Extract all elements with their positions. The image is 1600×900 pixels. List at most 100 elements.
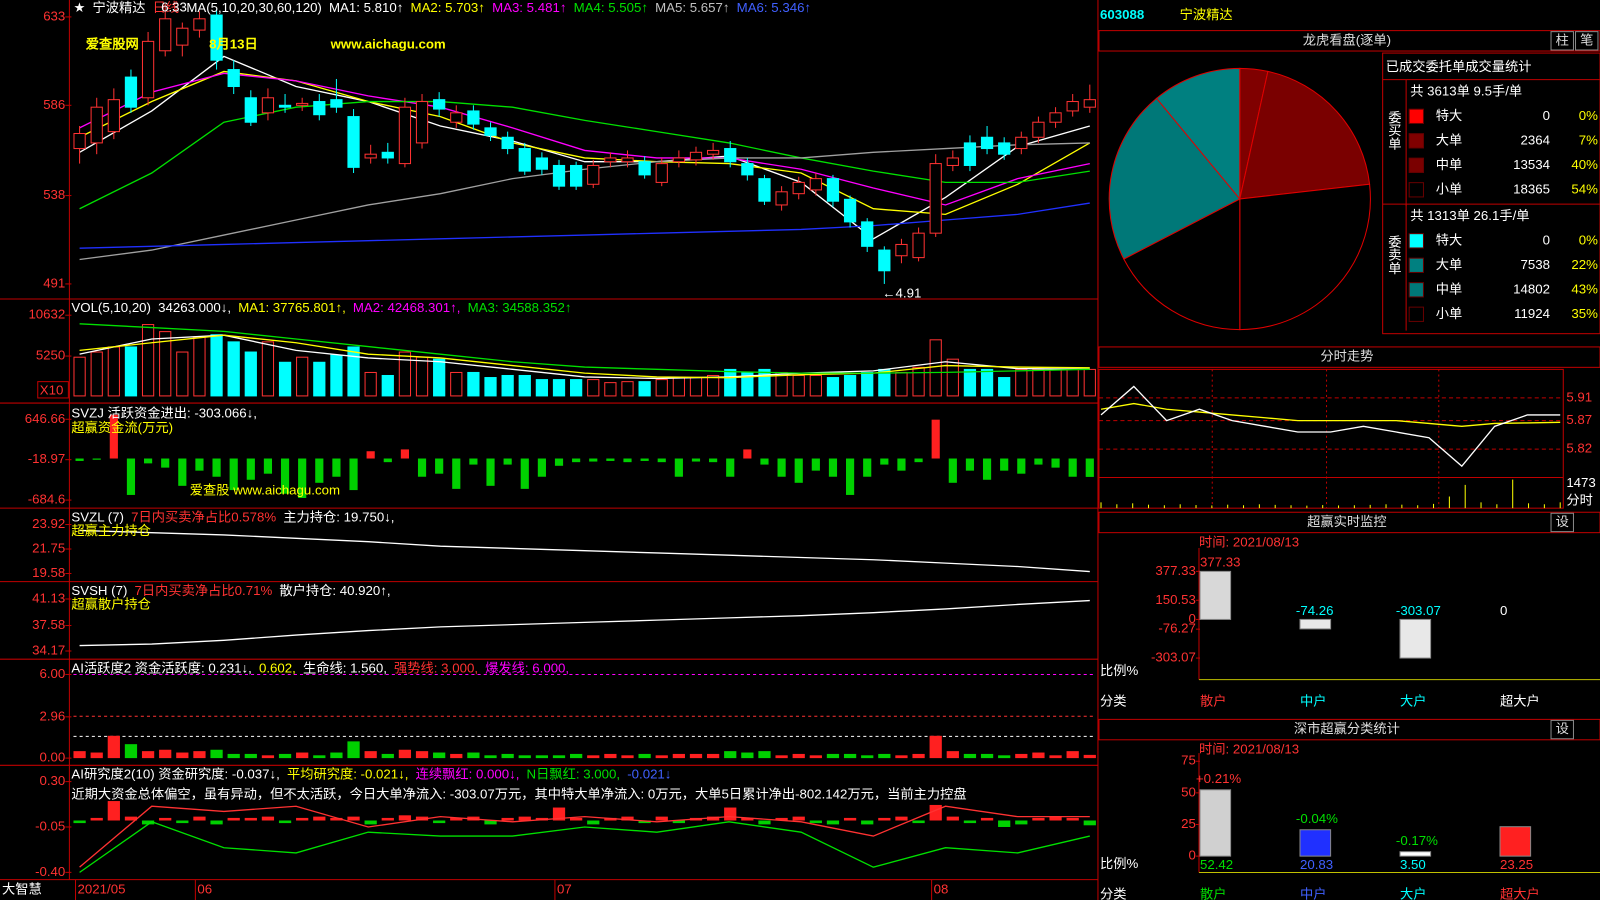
research-bar: [484, 820, 497, 825]
activity-bar: [638, 753, 651, 759]
research-bar: [809, 820, 822, 824]
volume-bar: [621, 381, 634, 397]
activity-bar: [587, 755, 600, 759]
flow-bar: [246, 458, 255, 480]
category-label: 中户: [1300, 885, 1327, 900]
brand: 大智慧: [2, 881, 42, 896]
volume-bar: [724, 368, 737, 397]
candle-body: [980, 136, 994, 150]
activity-bar: [347, 741, 360, 759]
candle-body: [415, 101, 429, 144]
candle-body: [604, 157, 617, 163]
activity-bar: [193, 751, 206, 759]
candle-body: [775, 191, 788, 206]
y-tick-label: 377.33: [1155, 563, 1196, 578]
pie-slice: [1239, 183, 1371, 331]
category-label: 超大户: [1500, 885, 1540, 900]
unit-label: X10: [40, 382, 64, 397]
flow-bar: [417, 458, 427, 477]
button-label[interactable]: 柱: [1556, 32, 1569, 47]
candle-body: [1083, 99, 1096, 108]
y-tick-label: 538: [43, 187, 65, 202]
volume-bar: [227, 341, 240, 397]
research-bar: [587, 820, 600, 825]
activity-bar: [1083, 754, 1096, 759]
button[interactable]: [1575, 31, 1599, 51]
candle-body: [689, 151, 703, 161]
y-tick-label: 37.58: [32, 617, 65, 632]
row-volume: 0: [1543, 108, 1550, 123]
activity-bar: [552, 755, 566, 759]
activity-bar: [706, 753, 720, 759]
high-annotation: 6.33: [161, 0, 187, 14]
candle-body: [381, 151, 394, 159]
flow-bar: [880, 458, 889, 465]
y-tick-label: 41.13: [32, 590, 65, 605]
row-pct: 0%: [1579, 108, 1598, 123]
activity-bar: [912, 753, 925, 759]
volume-bar: [450, 371, 463, 397]
watermark: 爱查股网: [86, 35, 139, 51]
category-bar: [1499, 826, 1532, 857]
activity-bar: [124, 744, 138, 759]
research-bar: [278, 820, 292, 824]
activity-bar: [176, 752, 189, 759]
flow-bar: [931, 419, 940, 459]
row-volume: 11924: [1514, 306, 1550, 321]
candle-body: [638, 161, 651, 176]
header-item: 强势线: 3.000,: [394, 660, 478, 675]
header-item: 7日内买卖净占比0.578%: [131, 509, 276, 524]
activity-bar: [244, 753, 257, 759]
activity-bar: [604, 753, 617, 759]
research-bar: [604, 817, 617, 821]
flow-bar: [760, 458, 769, 465]
research-bar: [758, 820, 771, 825]
row-pct: 54%: [1571, 181, 1598, 196]
volume-bar: [912, 366, 925, 397]
row-volume: 0: [1543, 232, 1550, 247]
header-item: SVSH (7): [71, 582, 127, 597]
research-bar: [946, 816, 959, 821]
button-label[interactable]: 笔: [1580, 32, 1593, 47]
research-bar: [124, 816, 138, 821]
research-bar: [963, 820, 977, 824]
volume-bar: [1032, 368, 1045, 397]
color-swatch: [1408, 282, 1424, 298]
activity-bar: [501, 753, 514, 759]
row-pct: 35%: [1571, 306, 1598, 321]
flow-bar: [435, 458, 444, 474]
category-bar: [1299, 829, 1332, 857]
date-label: 07: [557, 881, 572, 896]
category-label: 散户: [1200, 693, 1227, 709]
button[interactable]: [1550, 31, 1574, 51]
watermark: www.aichagu.com: [330, 36, 446, 51]
flow-bar: [811, 458, 820, 471]
activity-bar: [296, 752, 309, 759]
button[interactable]: [1550, 512, 1574, 533]
volume-bar: [638, 381, 651, 397]
research-bar: [210, 820, 223, 825]
panel-header: SVSH (7) 7日内买卖净占比0.71% 散户持仓: 40.920↑,: [71, 581, 390, 597]
value-label: 0: [1500, 603, 1507, 618]
row-volume: 18365: [1513, 181, 1550, 196]
y-tick-label: 150.53: [1155, 592, 1196, 607]
candle-body: [706, 149, 720, 155]
volume-bar: [261, 341, 275, 397]
button[interactable]: [1550, 719, 1574, 740]
button-label[interactable]: 设: [1556, 721, 1569, 736]
research-bar: [1049, 816, 1062, 821]
activity-bar: [450, 753, 463, 759]
value-label: -74.26: [1296, 603, 1334, 618]
research-bar: [552, 807, 566, 821]
category-label: 超大户: [1500, 693, 1540, 709]
header-item: 宁波精达: [93, 0, 146, 15]
volume-bar: [895, 371, 908, 397]
header-item: 散户持仓: 40.920↑,: [279, 581, 390, 597]
flow-bar: [828, 458, 838, 477]
flow-bar: [982, 458, 992, 480]
button-label[interactable]: 设: [1556, 514, 1569, 529]
header-item: MA(5,10,20,30,60,120): [186, 0, 322, 15]
row-volume: 14802: [1513, 281, 1550, 296]
category-label: 散户: [1200, 885, 1227, 900]
header-item: 爆发线: 6.000,: [485, 660, 569, 675]
